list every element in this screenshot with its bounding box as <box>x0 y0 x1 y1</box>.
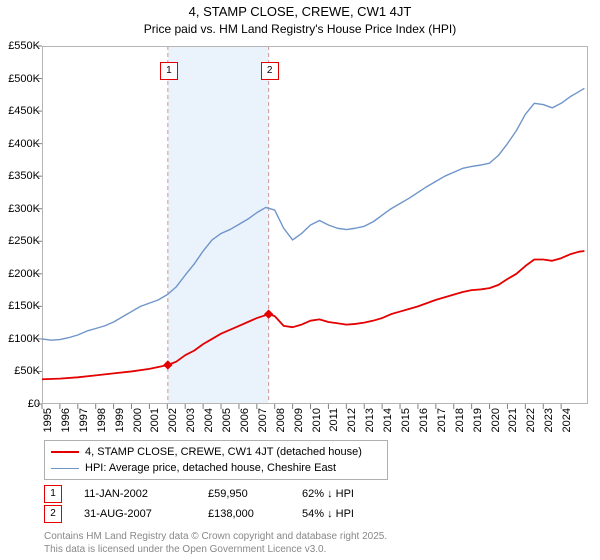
sales-row: 1 11-JAN-2002 £59,950 62% ↓ HPI <box>44 484 354 504</box>
x-tick-label: 2021 <box>507 408 519 432</box>
x-tick-label: 2022 <box>525 408 537 432</box>
x-tick-label: 1998 <box>96 408 108 432</box>
sales-price: £138,000 <box>208 508 288 520</box>
y-tick-label: £500K <box>8 73 40 85</box>
x-tick-label: 1997 <box>78 408 90 432</box>
x-tick-label: 2020 <box>490 408 502 432</box>
sales-index-box: 2 <box>44 505 62 523</box>
line-chart: £0£50K£100K£150K£200K£250K£300K£350K£400… <box>42 46 588 404</box>
x-tick-label: 1996 <box>60 408 72 432</box>
y-tick-label: £300K <box>8 203 40 215</box>
y-tick-label: £400K <box>8 138 40 150</box>
attribution-line1: Contains HM Land Registry data © Crown c… <box>44 530 387 543</box>
callout-1: 1 <box>160 62 178 80</box>
series-price_paid <box>42 251 584 379</box>
y-tick-label: £350K <box>8 170 40 182</box>
x-tick-label: 1995 <box>42 408 54 432</box>
sales-delta: 62% ↓ HPI <box>302 488 354 500</box>
sales-row: 2 31-AUG-2007 £138,000 54% ↓ HPI <box>44 504 354 524</box>
sales-idx-cell: 2 <box>44 505 70 523</box>
chart-stage: 4, STAMP CLOSE, CREWE, CW1 4JT Price pai… <box>0 0 600 560</box>
sales-delta: 54% ↓ HPI <box>302 508 354 520</box>
x-tick-label: 2007 <box>257 408 269 432</box>
x-tick-label: 2004 <box>203 408 215 432</box>
sales-idx-cell: 1 <box>44 485 70 503</box>
sales-date: 11-JAN-2002 <box>84 488 194 500</box>
y-tick-label: £450K <box>8 105 40 117</box>
sales-table: 1 11-JAN-2002 £59,950 62% ↓ HPI 2 31-AUG-2007… <box>44 484 354 524</box>
x-tick-label: 2009 <box>293 408 305 432</box>
chart-svg <box>42 46 588 404</box>
x-tick-label: 2012 <box>346 408 358 432</box>
callout-2: 2 <box>261 62 279 80</box>
x-tick-label: 2016 <box>418 408 430 432</box>
series-hpi <box>42 88 584 340</box>
x-tick-label: 2003 <box>185 408 197 432</box>
x-tick-label: 2023 <box>543 408 555 432</box>
x-tick-label: 2005 <box>221 408 233 432</box>
x-tick-label: 2014 <box>382 408 394 432</box>
x-tick-label: 1999 <box>114 408 126 432</box>
y-tick-label: £150K <box>8 300 40 312</box>
legend-label: 4, STAMP CLOSE, CREWE, CW1 4JT (detached… <box>85 444 362 460</box>
y-tick-label: £100K <box>8 333 40 345</box>
x-tick-label: 2024 <box>561 408 573 432</box>
legend-swatch <box>51 468 79 469</box>
y-tick-label: £200K <box>8 268 40 280</box>
y-tick-label: £50K <box>14 365 40 377</box>
legend-swatch <box>51 451 79 453</box>
x-tick-label: 2010 <box>311 408 323 432</box>
y-tick-label: £250K <box>8 235 40 247</box>
x-tick-label: 2008 <box>275 408 287 432</box>
x-tick-label: 2001 <box>149 408 161 432</box>
y-tick-label: £0 <box>28 398 40 410</box>
sales-price: £59,950 <box>208 488 288 500</box>
chart-subtitle: Price paid vs. HM Land Registry's House … <box>0 22 600 37</box>
x-tick-label: 2018 <box>454 408 466 432</box>
chart-title: 4, STAMP CLOSE, CREWE, CW1 4JT <box>0 4 600 20</box>
x-tick-label: 2015 <box>400 408 412 432</box>
legend-item: 4, STAMP CLOSE, CREWE, CW1 4JT (detached… <box>51 444 381 460</box>
legend: 4, STAMP CLOSE, CREWE, CW1 4JT (detached… <box>44 440 388 480</box>
legend-item: HPI: Average price, detached house, Ches… <box>51 460 381 476</box>
x-tick-label: 2017 <box>436 408 448 432</box>
x-tick-label: 2011 <box>328 408 340 432</box>
x-tick-label: 2000 <box>132 408 144 432</box>
sales-index-box: 1 <box>44 485 62 503</box>
sales-date: 31-AUG-2007 <box>84 508 194 520</box>
x-tick-label: 2019 <box>472 408 484 432</box>
x-tick-label: 2006 <box>239 408 251 432</box>
x-tick-label: 2002 <box>167 408 179 432</box>
x-tick-label: 2013 <box>364 408 376 432</box>
attribution: Contains HM Land Registry data © Crown c… <box>44 530 387 556</box>
attribution-line2: This data is licensed under the Open Gov… <box>44 543 387 556</box>
y-tick-label: £550K <box>8 40 40 52</box>
legend-label: HPI: Average price, detached house, Ches… <box>85 460 336 476</box>
